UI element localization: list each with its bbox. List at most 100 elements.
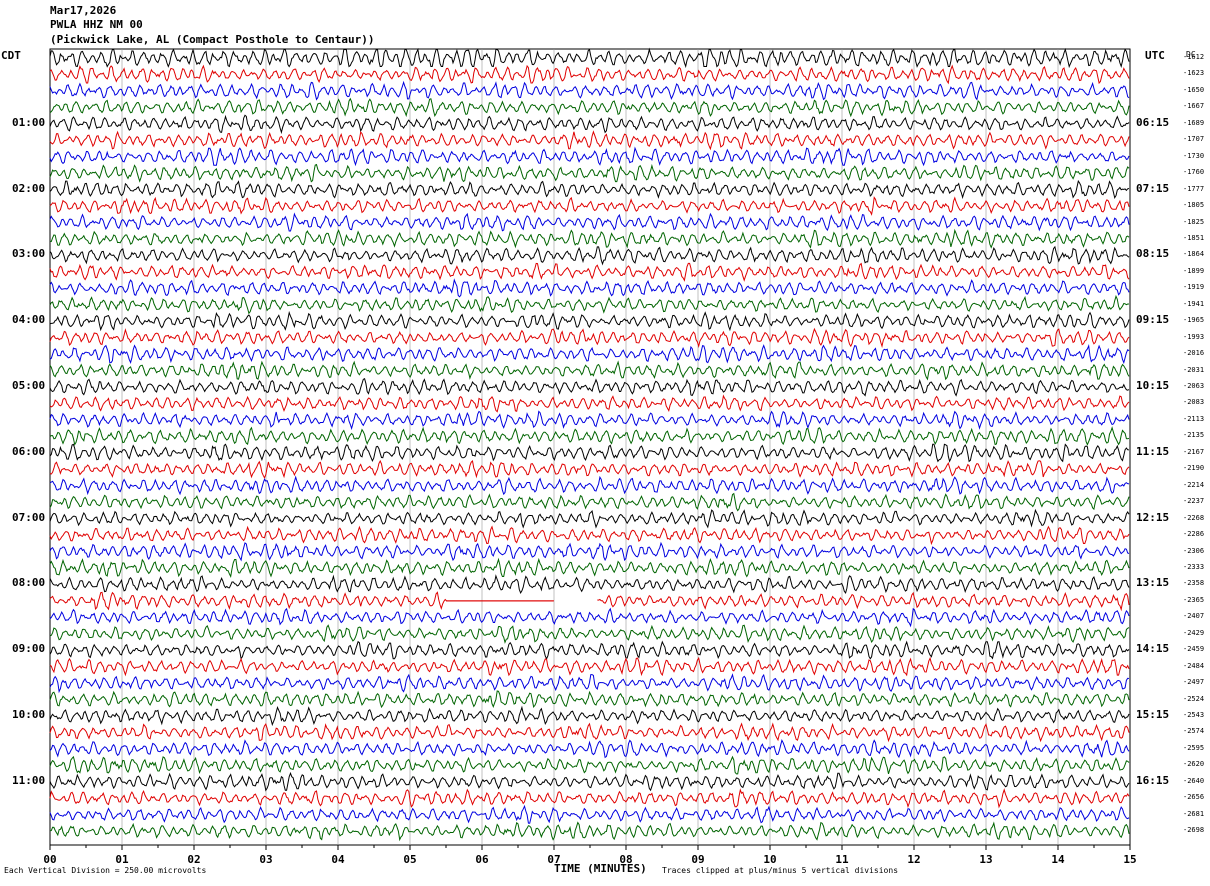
left-time-label: 09:00: [12, 642, 46, 656]
left-time-label: 02:00: [12, 181, 46, 195]
right-time-label: 14:15: [1136, 642, 1170, 656]
dc-offset-label: -2016: [1183, 349, 1205, 358]
dc-offset-label: -1805: [1183, 201, 1205, 210]
seismic-trace: [49, 656, 1130, 677]
seismic-trace: [49, 294, 1129, 315]
seismic-trace: [49, 196, 1130, 216]
dc-offset-label: -2237: [1183, 497, 1205, 506]
dc-offset-label: -1689: [1183, 118, 1205, 127]
x-tick-label: 10: [763, 853, 777, 866]
x-tick-label: 04: [331, 853, 345, 866]
x-tick-label: 09: [691, 853, 705, 866]
dc-offset-label: -2656: [1183, 793, 1205, 802]
x-tick-label: 12: [907, 853, 921, 866]
seismic-trace: [49, 262, 1130, 282]
dc-offset-label: -2063: [1183, 382, 1205, 390]
seismic-trace: [49, 64, 1130, 85]
right-timezone-label: UTC: [1145, 49, 1165, 62]
seismic-trace: [49, 130, 1130, 151]
header-date: Mar17,2026: [50, 4, 117, 17]
seismic-trace: [49, 310, 1130, 332]
dc-offset-label: -2113: [1183, 414, 1205, 423]
dc-offset-label: -1941: [1183, 299, 1205, 308]
seismic-trace: [49, 508, 1130, 529]
seismic-trace: [49, 607, 1130, 628]
dc-offset-label: -2681: [1183, 809, 1205, 818]
dc-offset-label: -2574: [1183, 727, 1205, 736]
right-time-label: 15:15: [1136, 708, 1170, 721]
right-time-label: 06:15: [1136, 115, 1170, 129]
dc-offset-label: -1899: [1183, 266, 1205, 275]
right-time-label: 11:15: [1136, 444, 1170, 458]
x-tick-label: 01: [115, 853, 129, 866]
x-tick-label: 14: [1051, 853, 1065, 866]
dc-offset-label: -1650: [1183, 85, 1205, 94]
seismic-trace: [49, 541, 1130, 562]
vertical-scale-note: Each Vertical Division = 250.00 microvol…: [4, 866, 207, 875]
dc-offset-label: -2484: [1183, 661, 1205, 670]
seismic-trace: [49, 640, 1130, 661]
dc-offset-label: -2214: [1183, 480, 1205, 489]
dc-offset-label: -2543: [1183, 711, 1205, 719]
dc-offset-label: -1667: [1183, 102, 1205, 111]
seismic-trace: [49, 327, 1130, 349]
left-time-label: 05:00: [12, 379, 46, 392]
dc-offset-label: -1623: [1183, 69, 1205, 78]
dc-offset-label: -2524: [1183, 694, 1205, 703]
seismic-trace: [49, 163, 1130, 183]
dc-offset-label: -2497: [1183, 678, 1205, 687]
dc-offset-label: -1919: [1183, 283, 1205, 292]
seismic-trace: [49, 475, 1130, 496]
seismic-trace: [49, 624, 1130, 644]
left-time-label: 10:00: [12, 708, 46, 721]
dc-offset-label: -2620: [1183, 760, 1205, 769]
x-tick-label: 03: [259, 853, 273, 866]
left-time-label: 06:00: [12, 444, 46, 458]
dc-offset-label: -2429: [1183, 628, 1205, 637]
seismic-trace: [49, 804, 1130, 824]
dc-offset-label: -2595: [1183, 743, 1205, 752]
dc-offset-label: -2268: [1183, 513, 1205, 522]
seismic-trace: [49, 47, 1130, 69]
dc-offset-label: -1965: [1183, 316, 1205, 325]
dc-offset-label: -1707: [1183, 135, 1205, 144]
x-tick-label: 02: [187, 853, 201, 866]
seismic-trace: [49, 179, 1130, 200]
seismic-trace: [49, 443, 1130, 463]
right-time-label: 13:15: [1136, 576, 1170, 590]
seismic-trace: [49, 739, 1130, 759]
x-tick-label: 00: [43, 853, 57, 866]
seismic-trace: [49, 245, 1130, 266]
dc-offset-label: -2365: [1183, 595, 1205, 604]
seismic-trace: [49, 755, 1130, 775]
dc-offset-label: -2358: [1183, 579, 1205, 588]
dc-offset-label: -1612: [1183, 53, 1205, 61]
seismic-trace: [49, 410, 1130, 431]
dc-offset-label: -1851: [1183, 233, 1205, 242]
seismic-trace: [49, 394, 1130, 413]
dc-offset-label: -2286: [1183, 530, 1205, 539]
seismic-trace: [49, 146, 1130, 167]
seismic-trace: [49, 591, 1130, 612]
seismic-trace: [49, 377, 1130, 397]
seismic-trace: [49, 360, 1130, 381]
dc-offset-label: -2333: [1183, 562, 1205, 571]
right-time-label: 10:15: [1136, 379, 1170, 392]
x-tick-label: 07: [547, 853, 561, 866]
left-time-label: 07:00: [12, 510, 46, 524]
left-time-label: 11:00: [12, 773, 46, 787]
right-time-label: 12:15: [1136, 510, 1170, 524]
right-time-label: 09:15: [1136, 313, 1170, 327]
header-station: PWLA HHZ NM 00: [50, 18, 143, 31]
dc-offset-label: -1760: [1183, 168, 1205, 177]
seismic-trace: [49, 212, 1130, 232]
right-time-label: 08:15: [1136, 247, 1170, 261]
seismic-trace: [49, 97, 1130, 118]
left-time-label: 03:00: [12, 247, 46, 261]
seismic-trace: [49, 788, 1130, 809]
header-location: (Pickwick Lake, AL (Compact Posthole to …: [50, 33, 375, 46]
seismic-trace: [49, 343, 1130, 365]
dc-offset-label: -1993: [1183, 332, 1205, 341]
seismic-trace: [49, 821, 1130, 842]
